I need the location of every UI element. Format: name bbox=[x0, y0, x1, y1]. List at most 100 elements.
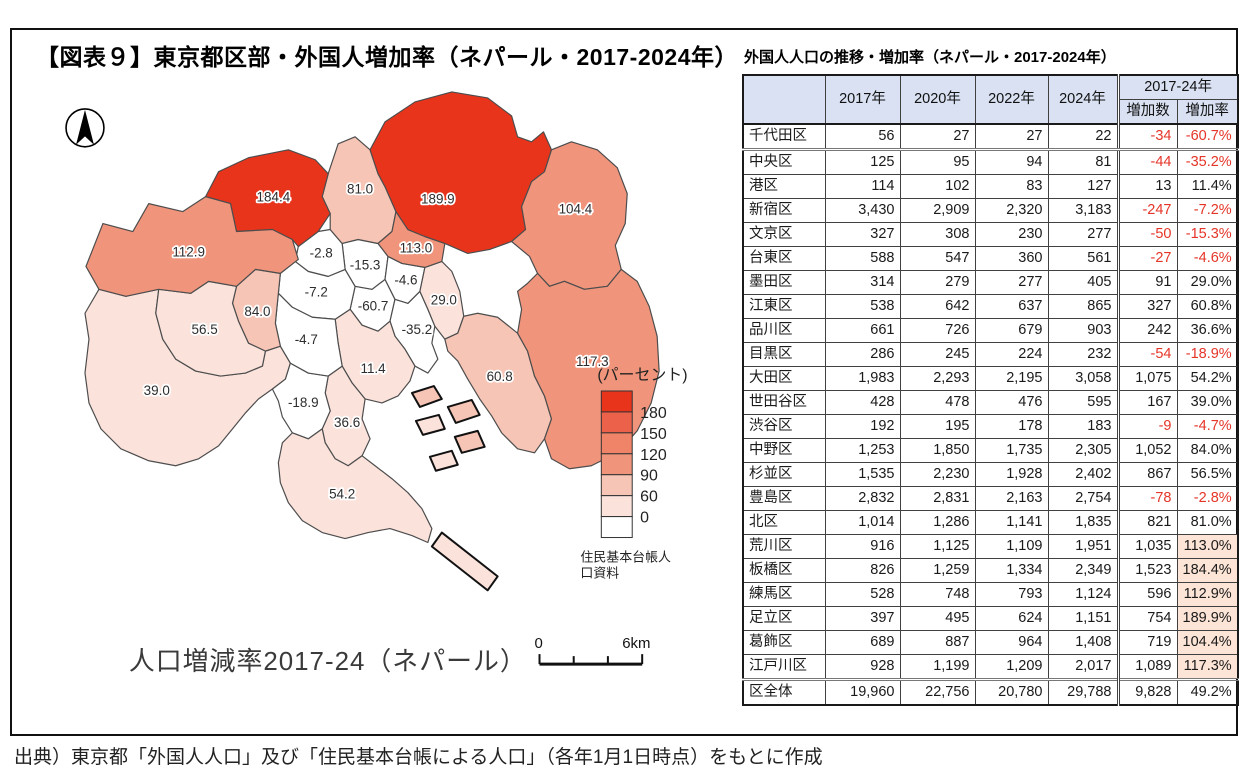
table-row: 板橋区 826 1,259 1,334 2,349 1,523 184.4% bbox=[742, 558, 1239, 583]
table-row: 墨田区 314 279 277 405 91 29.0% bbox=[742, 270, 1239, 295]
population-cell: 1,124 bbox=[1047, 582, 1119, 607]
ward-name-cell: 新宿区 bbox=[742, 198, 826, 223]
increase-count-cell: -44 bbox=[1116, 149, 1178, 175]
population-cell: 95 bbox=[899, 149, 976, 175]
population-cell: 3,430 bbox=[824, 198, 901, 223]
increase-count-cell: 91 bbox=[1116, 270, 1178, 295]
increase-rate-cell: 117.3% bbox=[1176, 654, 1239, 680]
bay-island-shape bbox=[428, 449, 459, 472]
increase-count-cell: 327 bbox=[1116, 294, 1178, 319]
population-cell: 19,960 bbox=[824, 678, 901, 706]
table-row: 葛飾区 689 887 964 1,408 719 104.4% bbox=[742, 630, 1239, 655]
increase-rate-cell: 189.9% bbox=[1176, 606, 1239, 631]
population-cell: 547 bbox=[899, 246, 976, 271]
table-row: 渋谷区 192 195 178 183 -9 -4.7% bbox=[742, 414, 1239, 439]
increase-count-cell: 596 bbox=[1116, 582, 1178, 607]
population-cell: 405 bbox=[1047, 270, 1119, 295]
population-cell: 232 bbox=[1047, 342, 1119, 367]
col-header-rate: 増加率 bbox=[1176, 99, 1239, 125]
table-title: 外国人人口の推移・増加率（ネパール・2017-2024年） bbox=[744, 49, 1116, 66]
population-cell: 1,535 bbox=[824, 462, 901, 487]
ward-name-cell: 葛飾区 bbox=[742, 630, 826, 655]
population-cell: 1,835 bbox=[1047, 510, 1119, 535]
ward-name-cell: 豊島区 bbox=[742, 486, 826, 511]
population-cell: 428 bbox=[824, 390, 901, 415]
map-ward-label: 104.4 bbox=[559, 202, 593, 217]
map-ward-label: 54.2 bbox=[329, 487, 355, 502]
bay-island-shape bbox=[446, 398, 481, 424]
table-row: 世田谷区 428 478 476 595 167 39.0% bbox=[742, 390, 1239, 415]
population-cell: 277 bbox=[974, 270, 1049, 295]
population-table: 2017年 2020年 2022年 2024年 2017-24年 増加数 増加率… bbox=[742, 74, 1239, 706]
map-ward-label: 112.9 bbox=[172, 244, 205, 259]
increase-rate-cell: 36.6% bbox=[1176, 318, 1239, 343]
increase-rate-cell: 112.9% bbox=[1176, 582, 1239, 607]
table-row: 北区 1,014 1,286 1,141 1,835 821 81.0% bbox=[742, 510, 1239, 535]
population-cell: 279 bbox=[899, 270, 976, 295]
legend-title: (パーセント) bbox=[597, 367, 687, 384]
population-cell: 2,831 bbox=[899, 486, 976, 511]
increase-rate-cell: -2.8% bbox=[1176, 486, 1239, 511]
table-row: 新宿区 3,430 2,909 2,320 3,183 -247 -7.2% bbox=[742, 198, 1239, 223]
population-cell: 1,334 bbox=[974, 558, 1049, 583]
population-cell: 642 bbox=[899, 294, 976, 319]
population-cell: 2,017 bbox=[1047, 654, 1119, 680]
bay-island-shape bbox=[414, 413, 446, 436]
population-cell: 27 bbox=[974, 123, 1049, 151]
col-header-2024: 2024年 bbox=[1047, 74, 1119, 125]
col-header-2017: 2017年 bbox=[824, 74, 901, 125]
population-cell: 495 bbox=[899, 606, 976, 631]
ward-name-cell: 文京区 bbox=[742, 222, 826, 247]
map-ward-shape bbox=[294, 228, 346, 277]
population-cell: 748 bbox=[899, 582, 976, 607]
increase-count-cell: -27 bbox=[1116, 246, 1178, 271]
map-note-line1: 住民基本台帳人 bbox=[580, 549, 671, 564]
population-cell: 1,735 bbox=[974, 438, 1049, 463]
map-ward-label: 11.4 bbox=[360, 361, 386, 376]
table-row: 大田区 1,983 2,293 2,195 3,058 1,075 54.2% bbox=[742, 366, 1239, 391]
population-cell: 245 bbox=[899, 342, 976, 367]
map-caption: 人口増減率2017-24（ネパール） bbox=[129, 647, 527, 676]
legend-break-label: 120 bbox=[640, 447, 667, 464]
population-cell: 277 bbox=[1047, 222, 1119, 247]
population-cell: 1,141 bbox=[974, 510, 1049, 535]
increase-count-cell: -247 bbox=[1116, 198, 1178, 223]
population-cell: 865 bbox=[1047, 294, 1119, 319]
col-header-diff: 増加数 bbox=[1116, 99, 1178, 125]
table-header: 2017年 2020年 2022年 2024年 2017-24年 増加数 増加率 bbox=[742, 74, 1239, 125]
population-cell: 1,983 bbox=[824, 366, 901, 391]
population-cell: 2,163 bbox=[974, 486, 1049, 511]
increase-rate-cell: -7.2% bbox=[1176, 198, 1239, 223]
population-cell: 916 bbox=[824, 534, 901, 559]
increase-rate-cell: 184.4% bbox=[1176, 558, 1239, 583]
population-cell: 22 bbox=[1047, 123, 1119, 151]
population-table-wrap: 2017年 2020年 2022年 2024年 2017-24年 増加数 増加率… bbox=[742, 74, 1239, 706]
increase-count-cell: 1,035 bbox=[1116, 534, 1178, 559]
choropleth-map: -60.7-35.211.4-7.2-15.3-4.629.060.836.6-… bbox=[65, 91, 688, 676]
legend-swatch bbox=[600, 516, 633, 539]
bay-island-shape bbox=[430, 531, 499, 592]
map-ward-label: 39.0 bbox=[144, 383, 170, 398]
map-ward-label: 56.5 bbox=[192, 322, 218, 337]
population-cell: 1,286 bbox=[899, 510, 976, 535]
population-cell: 637 bbox=[974, 294, 1049, 319]
increase-rate-cell: 49.2% bbox=[1176, 678, 1239, 706]
population-cell: 2,349 bbox=[1047, 558, 1119, 583]
ward-name-cell: 練馬区 bbox=[742, 582, 826, 607]
population-cell: 83 bbox=[974, 174, 1049, 199]
increase-count-cell: -9 bbox=[1116, 414, 1178, 439]
increase-count-cell: 9,828 bbox=[1116, 678, 1178, 706]
legend-swatch bbox=[600, 453, 633, 476]
map-ward-label: 117.3 bbox=[576, 354, 609, 369]
population-cell: 81 bbox=[1047, 149, 1119, 175]
map-ward-label: 184.4 bbox=[257, 190, 291, 205]
increase-count-cell: -50 bbox=[1116, 222, 1178, 247]
population-cell: 588 bbox=[824, 246, 901, 271]
population-cell: 928 bbox=[824, 654, 901, 680]
population-cell: 192 bbox=[824, 414, 901, 439]
ward-name-cell: 渋谷区 bbox=[742, 414, 826, 439]
population-cell: 1,850 bbox=[899, 438, 976, 463]
increase-count-cell: -34 bbox=[1116, 123, 1178, 151]
population-cell: 1,408 bbox=[1047, 630, 1119, 655]
ward-name-cell: 足立区 bbox=[742, 606, 826, 631]
